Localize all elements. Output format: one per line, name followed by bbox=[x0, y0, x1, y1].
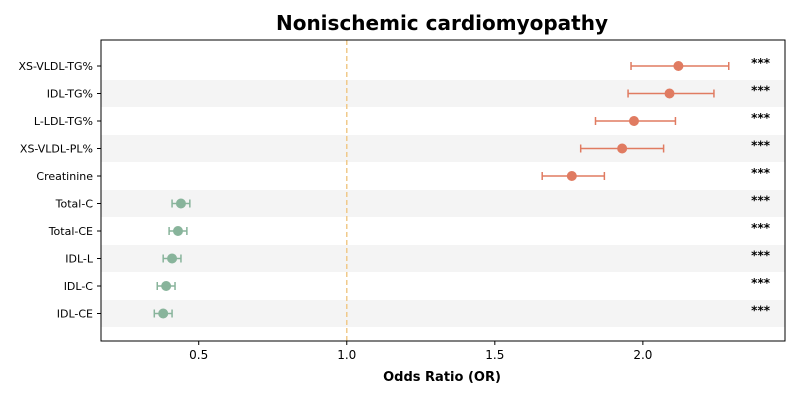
forest-row bbox=[627, 88, 715, 99]
forest-row bbox=[156, 281, 176, 291]
or-point bbox=[628, 116, 639, 126]
significance-label: *** bbox=[751, 139, 771, 153]
forest-row bbox=[579, 143, 665, 154]
x-tick-label: 0.5 bbox=[189, 348, 208, 362]
significance-label: *** bbox=[751, 56, 771, 70]
forest-row bbox=[162, 253, 182, 264]
significance-label: *** bbox=[751, 166, 771, 180]
significance-label: *** bbox=[751, 221, 771, 235]
x-tick-label: 2.0 bbox=[633, 348, 652, 362]
significance-label: *** bbox=[751, 249, 771, 263]
forest-row bbox=[541, 171, 606, 181]
or-point bbox=[664, 88, 675, 99]
row-band bbox=[101, 300, 785, 327]
significance-label: *** bbox=[751, 111, 771, 125]
or-point bbox=[617, 143, 628, 154]
x-axis: 0.5 1.0 1.5 2.0 bbox=[189, 341, 652, 362]
forest-row bbox=[153, 308, 173, 319]
y-tick-label: Creatinine bbox=[36, 170, 93, 183]
or-point bbox=[673, 61, 684, 71]
row-band bbox=[101, 245, 785, 272]
or-point bbox=[167, 253, 178, 264]
x-tick-label: 1.0 bbox=[337, 348, 356, 362]
or-point bbox=[175, 198, 186, 209]
y-tick-label: IDL-C bbox=[64, 280, 94, 293]
x-tick-label: 1.5 bbox=[485, 348, 504, 362]
row-bands bbox=[101, 80, 785, 327]
significance-label: *** bbox=[751, 194, 771, 208]
or-point bbox=[172, 226, 183, 236]
row-band bbox=[101, 190, 785, 217]
forest-row bbox=[168, 226, 188, 236]
chart-title: Nonischemic cardiomyopathy bbox=[276, 11, 608, 35]
y-tick-label: XS-VLDL-TG% bbox=[18, 60, 93, 73]
forest-row bbox=[171, 198, 191, 209]
forest-row bbox=[594, 116, 677, 126]
y-tick-label: IDL-TG% bbox=[47, 88, 93, 101]
significance-label: *** bbox=[751, 84, 771, 98]
significance-labels: *** *** *** *** *** *** *** *** *** *** bbox=[751, 56, 771, 318]
forest-row bbox=[630, 61, 730, 71]
y-tick-label: IDL-CE bbox=[57, 308, 93, 321]
significance-label: *** bbox=[751, 276, 771, 290]
y-tick-label: Total-C bbox=[55, 198, 94, 211]
or-point bbox=[158, 308, 169, 319]
y-tick-label: XS-VLDL-PL% bbox=[20, 143, 93, 156]
y-tick-label: IDL-L bbox=[65, 253, 94, 266]
y-tick-label: L-LDL-TG% bbox=[34, 115, 93, 128]
y-axis: XS-VLDL-TG% IDL-TG% L-LDL-TG% XS-VLDL-PL% Cr… bbox=[18, 60, 101, 321]
significance-label: *** bbox=[751, 304, 771, 318]
or-point bbox=[566, 171, 577, 181]
row-band bbox=[101, 135, 785, 162]
or-point bbox=[161, 281, 172, 291]
plot-frame bbox=[100, 39, 786, 342]
x-axis-label: Odds Ratio (OR) bbox=[383, 370, 501, 385]
y-tick-label: Total-CE bbox=[48, 225, 93, 238]
data-marks bbox=[153, 61, 730, 319]
